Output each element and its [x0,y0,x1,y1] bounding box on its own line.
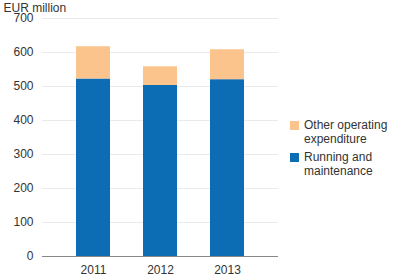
html-text:Running and maintenance: Running and maintenance [304,150,373,178]
svg-text:2013: 2013 [214,263,241,277]
svg-text:100: 100 [13,215,33,229]
svg-text:0: 0 [27,249,34,263]
svg-text:2011: 2011 [81,263,107,277]
svg-text:300: 300 [13,147,33,161]
html-text:Other operating expenditure: Other operating expenditure [304,118,388,146]
svg-text:2012: 2012 [147,263,174,277]
svg-text:EUR million: EUR million [4,1,67,15]
svg-text:400: 400 [13,113,33,127]
svg-text:600: 600 [13,45,33,59]
svg-text:500: 500 [13,79,33,93]
svg-text:700: 700 [13,11,34,26]
svg-text:200: 200 [13,181,33,195]
